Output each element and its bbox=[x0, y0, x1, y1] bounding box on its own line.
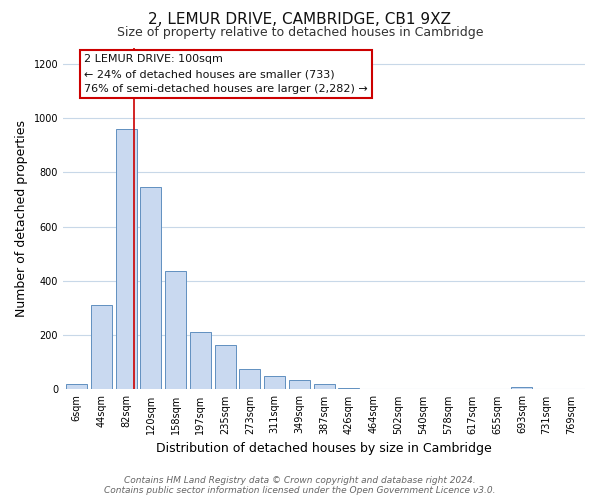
Bar bbox=[190, 332, 211, 390]
Bar bbox=[338, 388, 359, 390]
Bar bbox=[239, 369, 260, 390]
Text: Size of property relative to detached houses in Cambridge: Size of property relative to detached ho… bbox=[117, 26, 483, 39]
X-axis label: Distribution of detached houses by size in Cambridge: Distribution of detached houses by size … bbox=[156, 442, 492, 455]
Bar bbox=[116, 129, 137, 390]
Bar bbox=[140, 188, 161, 390]
Bar bbox=[511, 386, 532, 390]
Bar bbox=[91, 306, 112, 390]
Bar bbox=[264, 376, 285, 390]
Bar bbox=[289, 380, 310, 390]
Bar bbox=[165, 272, 186, 390]
Bar bbox=[314, 384, 335, 390]
Text: 2 LEMUR DRIVE: 100sqm
← 24% of detached houses are smaller (733)
76% of semi-det: 2 LEMUR DRIVE: 100sqm ← 24% of detached … bbox=[84, 54, 368, 94]
Y-axis label: Number of detached properties: Number of detached properties bbox=[15, 120, 28, 317]
Text: Contains HM Land Registry data © Crown copyright and database right 2024.
Contai: Contains HM Land Registry data © Crown c… bbox=[104, 476, 496, 495]
Text: 2, LEMUR DRIVE, CAMBRIDGE, CB1 9XZ: 2, LEMUR DRIVE, CAMBRIDGE, CB1 9XZ bbox=[149, 12, 452, 28]
Bar bbox=[66, 384, 87, 390]
Bar bbox=[215, 344, 236, 390]
